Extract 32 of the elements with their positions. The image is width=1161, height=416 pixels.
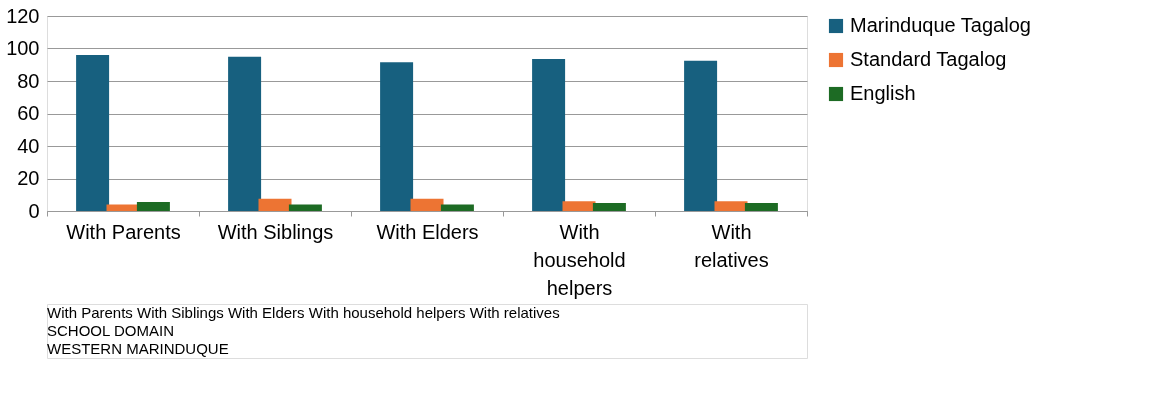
bar [288, 204, 322, 211]
bar [136, 202, 170, 211]
y-tick-label: 40 [17, 134, 40, 157]
y-tick-label: 60 [17, 102, 40, 124]
legend-label: Marinduque Tagalog [850, 14, 1031, 36]
bar [562, 201, 596, 211]
text: WESTERN MARINDUQUE [47, 340, 229, 357]
y-tick-label: 100 [6, 37, 40, 59]
x-tick-label: With Parents [66, 220, 181, 243]
bar [684, 60, 718, 211]
y-tick-label: 120 [6, 4, 40, 27]
bar [744, 202, 778, 211]
y-tick-label: 0 [28, 199, 40, 222]
x-tick-label: With household helpers [533, 220, 626, 299]
bar [714, 201, 748, 211]
text: With Parents With Siblings With Elders With household helpers With relatives [47, 304, 560, 321]
text: SCHOOL DOMAIN [47, 322, 174, 339]
bar [410, 198, 444, 211]
bar [592, 202, 626, 211]
bar [440, 204, 474, 211]
y-tick-label: 20 [17, 167, 40, 189]
bar [76, 55, 110, 211]
bar [258, 198, 292, 211]
bar [228, 56, 262, 211]
legend-label: English [850, 82, 916, 104]
x-tick-label: With relatives [694, 220, 769, 271]
legend-label: Standard Tagalog [850, 48, 1007, 70]
bar [532, 59, 566, 211]
bar [380, 62, 414, 211]
y-tick-label: 80 [17, 69, 40, 92]
x-tick-label: With Elders [376, 220, 479, 243]
x-tick-label: With Siblings [217, 220, 334, 243]
